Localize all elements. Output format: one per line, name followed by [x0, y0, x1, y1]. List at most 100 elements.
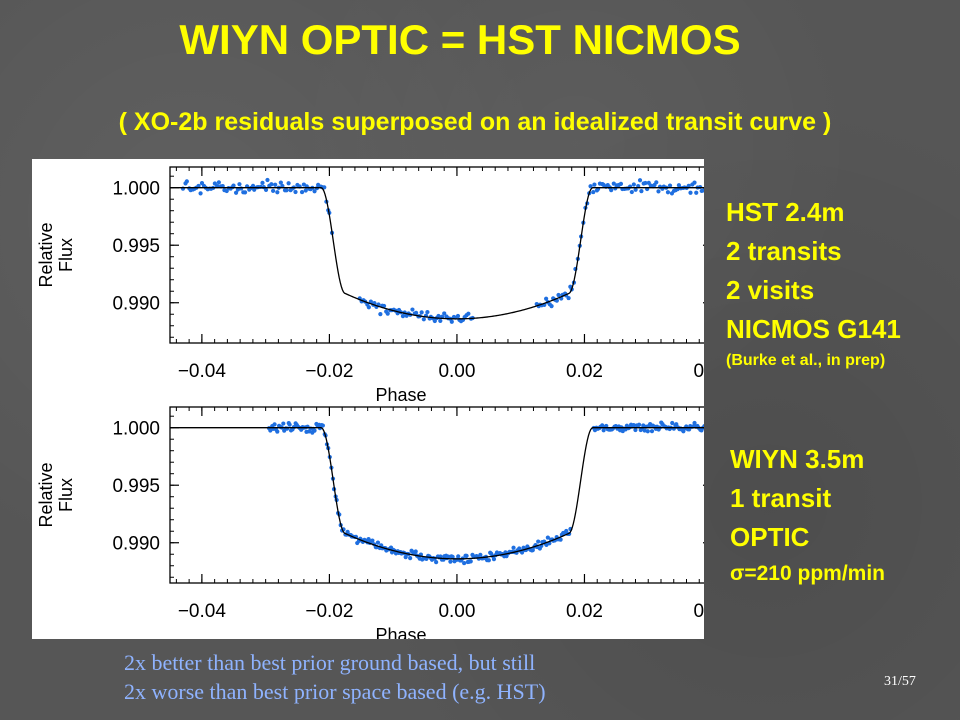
data-point: [216, 180, 221, 185]
data-point: [410, 307, 415, 312]
data-point: [591, 189, 596, 195]
data-point: [184, 179, 189, 184]
data-point: [368, 299, 373, 304]
data-point: [432, 318, 437, 324]
data-point: [198, 191, 203, 196]
data-point: [478, 552, 483, 557]
slide-subtitle: ( XO-2b residuals superposed on an ideal…: [118, 108, 832, 136]
data-point: [536, 539, 541, 544]
data-point: [639, 189, 644, 194]
data-point: [273, 182, 278, 187]
transit-plots: −0.04 −0.02 0.00 0.02 0.04 1.000 0.995 0.990 Pha…: [36, 166, 704, 639]
data-point: [281, 421, 286, 426]
y-tick-label: 1.000: [112, 419, 160, 440]
data-point: [468, 559, 473, 564]
data-point: [438, 318, 443, 323]
x-tick-label: −0.04: [178, 361, 227, 382]
x-tick-label: −0.02: [305, 601, 353, 622]
data-point: [385, 311, 390, 316]
wiyn-transits: 1 transit: [730, 483, 832, 513]
data-point: [456, 554, 461, 559]
y-axis-label-line-2: Flux: [56, 238, 76, 272]
footnote-line-1: 2x better than best prior ground based, …: [124, 650, 536, 675]
data-point: [320, 423, 325, 428]
data-point: [286, 181, 291, 186]
data-point: [260, 180, 265, 185]
data-point: [566, 295, 571, 301]
data-point: [312, 189, 317, 194]
data-point: [275, 190, 280, 195]
y-tick-label: 0.990: [112, 294, 160, 315]
hst-info-block: HST 2.4m 2 transits 2 visits NICMOS G141…: [726, 193, 901, 373]
data-point: [588, 184, 593, 189]
data-point: [284, 188, 289, 193]
data-point: [637, 178, 643, 183]
data-point: [674, 422, 679, 427]
data-point: [656, 189, 661, 194]
data-point: [631, 423, 636, 428]
data-point: [278, 180, 283, 185]
data-point: [633, 187, 638, 192]
data-point: [424, 556, 429, 561]
data-point: [250, 183, 256, 188]
data-point: [692, 180, 697, 185]
data-point: [231, 183, 236, 188]
data-point: [558, 537, 563, 542]
hst-instrument: NICMOS G141: [726, 314, 901, 344]
x-axis-label: Phase: [375, 625, 426, 639]
data-point: [629, 189, 634, 195]
data-point: [686, 183, 691, 188]
data-point: [381, 303, 387, 309]
data-point: [403, 555, 408, 560]
data-point: [446, 554, 451, 559]
data-point: [462, 560, 467, 566]
data-point: [239, 186, 244, 191]
y-axis-label-line-1: Relative: [36, 462, 56, 527]
data-point: [235, 187, 241, 192]
hst-telescope: HST 2.4m: [726, 197, 845, 227]
y-tick-label: 0.995: [112, 236, 160, 257]
y-tick-label: 0.995: [112, 476, 160, 497]
data-point: [196, 183, 201, 189]
data-point: [378, 312, 383, 317]
data-point: [242, 190, 248, 195]
data-point: [425, 309, 430, 315]
data-point: [322, 185, 327, 190]
data-point: [272, 422, 277, 427]
data-point: [370, 538, 375, 543]
plot-frame: [169, 166, 704, 344]
hst-transits: 2 transits: [726, 236, 842, 266]
data-point: [375, 540, 381, 545]
transit-chart-1: −0.04 −0.02 0.00 0.02 0.04 1.000 0.995 0.990 Pha…: [36, 166, 704, 405]
hst-visits: 2 visits: [726, 275, 815, 305]
data-point: [293, 189, 298, 195]
data-point: [654, 180, 659, 185]
data-point: [636, 422, 642, 427]
data-point: [408, 556, 413, 561]
footnote: 2x better than best prior ground based, …: [124, 648, 546, 706]
data-point: [455, 313, 461, 319]
data-point: [667, 183, 673, 188]
y-tick-label: 0.990: [112, 534, 160, 555]
data-point: [491, 557, 497, 562]
x-tick-label: −0.02: [305, 361, 353, 382]
data-point: [670, 420, 675, 426]
data-point: [414, 310, 419, 315]
data-point: [280, 183, 285, 189]
data-point: [413, 549, 418, 554]
wiyn-telescope: WIYN 3.5m: [730, 444, 865, 474]
data-point: [592, 182, 597, 187]
data-point: [530, 548, 535, 553]
data-point: [549, 304, 554, 309]
data-point: [665, 190, 671, 195]
data-point: [633, 427, 638, 433]
wiyn-precision: σ=210 ppm/min: [730, 562, 885, 585]
data-point: [287, 422, 292, 427]
data-point: [618, 181, 624, 186]
y-axis-label-line-2: Flux: [56, 478, 76, 512]
data-point: [448, 559, 453, 564]
x-tick-label: −0.04: [178, 601, 227, 622]
data-point: [694, 190, 699, 195]
data-point: [631, 182, 636, 187]
hst-citation: (Burke et al., in prep): [726, 352, 886, 369]
